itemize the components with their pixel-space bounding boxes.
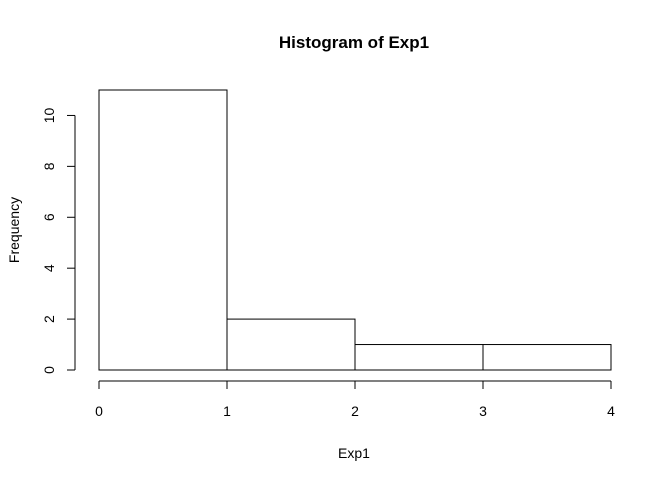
x-tick-label-0: 0: [95, 403, 103, 419]
histogram-bar-1: [226, 318, 356, 371]
y-tick-label-3: 6: [41, 213, 57, 221]
chart-title: Histogram of Exp1: [279, 33, 429, 52]
x-tick-label-1: 1: [223, 403, 231, 419]
x-tick-label-4: 4: [607, 403, 615, 419]
x-axis: 0 1 2 3 4: [95, 380, 615, 419]
y-tick-label-0: 0: [41, 366, 57, 374]
histogram-bar-0: [98, 89, 228, 371]
bars-group: [98, 89, 612, 371]
y-tick-label-1: 2: [41, 315, 57, 323]
x-tick-label-2: 2: [351, 403, 359, 419]
y-tick-label-5: 10: [41, 107, 57, 123]
y-axis: 0 2 4 6 8 10: [41, 107, 76, 374]
histogram-bar-2: [354, 344, 484, 371]
y-tick-label-4: 8: [41, 162, 57, 170]
x-tick-label-3: 3: [479, 403, 487, 419]
y-axis-label: Frequency: [6, 197, 22, 263]
y-tick-label-2: 4: [41, 264, 57, 272]
x-axis-label: Exp1: [338, 445, 370, 461]
histogram-bar-3: [482, 344, 612, 371]
